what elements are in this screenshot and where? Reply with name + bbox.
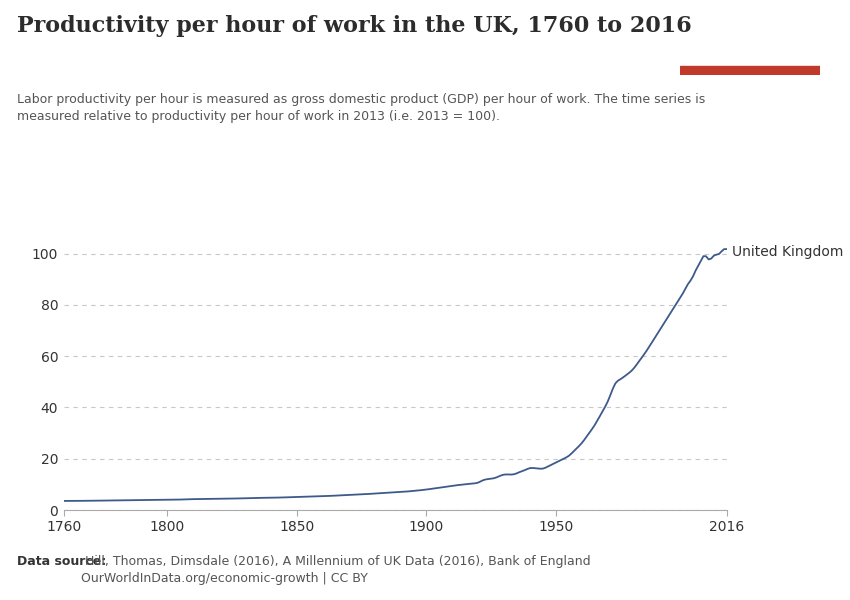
Text: Hill, Thomas, Dimsdale (2016), A Millennium of UK Data (2016), Bank of England
O: Hill, Thomas, Dimsdale (2016), A Millenn… [81,555,591,585]
Text: in Data: in Data [725,42,775,55]
Text: United Kingdom: United Kingdom [732,245,843,259]
Text: Productivity per hour of work in the UK, 1760 to 2016: Productivity per hour of work in the UK,… [17,15,692,37]
Text: Data source:: Data source: [17,555,106,568]
Bar [680,66,820,75]
Text: Labor productivity per hour is measured as gross domestic product (GDP) per hour: Labor productivity per hour is measured … [17,93,706,123]
Text: Our World: Our World [715,23,785,36]
